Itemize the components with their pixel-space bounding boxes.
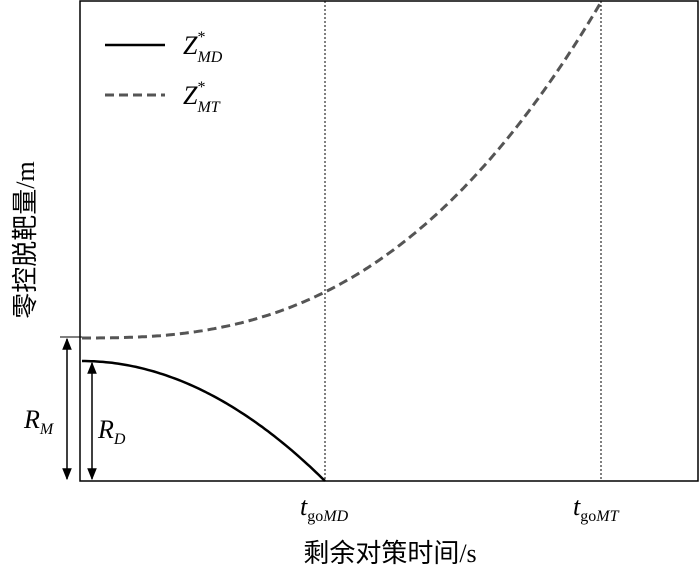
annotation: RD: [97, 415, 126, 448]
curve-mt: [82, 1, 603, 340]
annotation: RM: [23, 405, 55, 438]
annotation: tgoMT: [573, 492, 620, 525]
annotation: tgoMD: [300, 492, 349, 525]
x-axis-label: 剩余对策时间/s: [303, 539, 476, 568]
curve-md: [82, 359, 326, 482]
plot-frame: [79, 0, 699, 482]
legend-label: Z* MT: [183, 79, 221, 116]
legend-label: Z* MD: [183, 29, 223, 66]
y-axis-label: 零控脱靶量/m: [11, 161, 40, 318]
